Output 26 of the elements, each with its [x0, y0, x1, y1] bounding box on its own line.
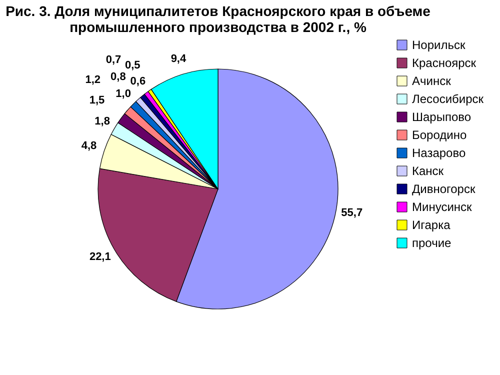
text: Рис. 3. Доля муниципалитетов Красноярского края в объеме — [6, 3, 430, 19]
legend-label: Шарыпово — [412, 110, 472, 124]
legend-label: Дивногорск — [412, 182, 476, 196]
data-label: 1,2 — [85, 74, 101, 86]
data-label: 1,8 — [94, 115, 110, 128]
legend-label: Норильск — [412, 38, 466, 52]
legend-label: прочие — [412, 236, 452, 250]
legend-label: Назарово — [412, 146, 466, 160]
data-label: 9,4 — [170, 52, 187, 65]
legend-label: Канск — [412, 164, 444, 178]
text: промышленного производства в 2002 г., % — [70, 19, 366, 35]
data-label: 0,5 — [124, 60, 140, 72]
data-label: 0,7 — [106, 54, 122, 66]
legend-label: Красноярск — [412, 56, 477, 70]
legend-label: Ачинск — [412, 74, 452, 88]
data-label: 0,8 — [110, 71, 126, 84]
data-label: 1,5 — [89, 94, 105, 106]
legend-label: Лесосибирск — [412, 92, 484, 106]
data-label: 1,0 — [116, 88, 131, 100]
legend-label: Игарка — [412, 218, 451, 232]
data-label: 22,1 — [89, 250, 111, 263]
legend-label: Минусинск — [412, 200, 473, 214]
legend-label: Бородино — [412, 128, 467, 142]
data-label: 4,8 — [81, 140, 97, 152]
data-label: 0,6 — [130, 76, 146, 88]
data-label: 55,7 — [341, 206, 363, 219]
